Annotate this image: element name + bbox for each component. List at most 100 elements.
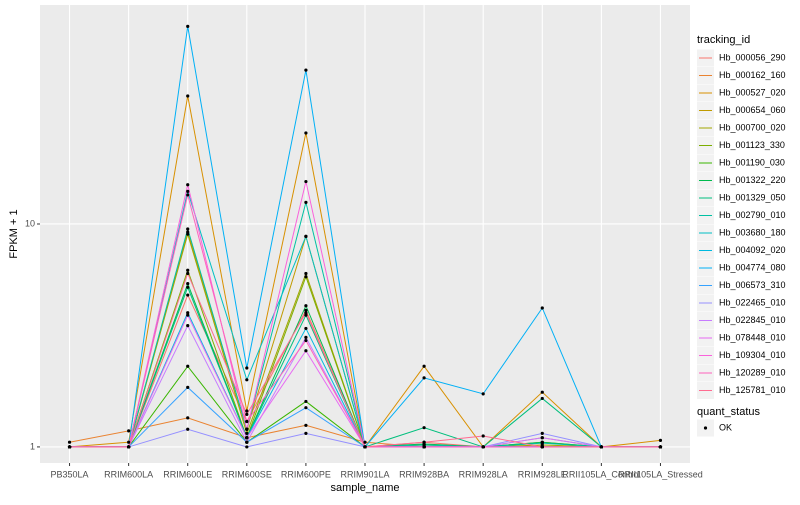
data-point: [186, 416, 190, 420]
x-tick-label: RRIM901LA: [340, 469, 389, 479]
data-point: [245, 378, 249, 382]
data-point: [304, 131, 308, 135]
data-point: [186, 293, 190, 297]
legend-label: Hb_109304_010: [719, 350, 786, 360]
x-tick-label: RRIM600LA: [104, 469, 153, 479]
data-point: [481, 434, 485, 438]
data-point: [245, 419, 249, 424]
data-point: [304, 423, 308, 427]
data-point: [422, 445, 426, 449]
data-point: [245, 431, 249, 435]
legend-label: Hb_078448_010: [719, 332, 786, 342]
data-point: [304, 313, 308, 317]
data-point: [186, 189, 190, 194]
point-legend-title: quant_status: [697, 406, 760, 418]
data-point: [304, 304, 308, 308]
y-tick-label: 10: [25, 218, 35, 228]
data-point: [186, 227, 190, 231]
data-point: [304, 431, 308, 435]
data-point: [363, 445, 367, 449]
point-legend-label: OK: [719, 422, 732, 432]
data-point: [540, 306, 544, 310]
data-point: [186, 282, 190, 286]
x-tick-label: PB350LA: [51, 469, 89, 479]
data-point: [481, 445, 485, 449]
data-point: [540, 445, 544, 449]
data-point: [422, 364, 426, 368]
data-point: [245, 440, 249, 444]
legend-label: Hb_125781_010: [719, 385, 786, 395]
data-point: [186, 311, 190, 315]
x-axis-title: sample_name: [330, 482, 399, 494]
data-point: [245, 366, 249, 370]
data-point: [540, 431, 544, 435]
legend-title: tracking_id: [697, 34, 750, 46]
data-point: [304, 335, 308, 339]
x-tick-label: RRII105LA_Control: [562, 469, 640, 479]
y-tick-label: 1: [30, 441, 35, 451]
data-point: [304, 326, 308, 331]
point-legend-swatch: [703, 426, 708, 430]
legend-label: Hb_120289_010: [719, 367, 786, 377]
data-point: [481, 392, 485, 396]
data-point: [186, 94, 190, 98]
x-tick-label: RRII105LA_Stressed: [618, 469, 703, 479]
data-point: [186, 271, 190, 276]
legend-label: Hb_000162_160: [719, 70, 786, 80]
data-point: [540, 441, 544, 445]
data-point: [186, 313, 190, 317]
legend-label: Hb_000654_060: [719, 105, 786, 115]
legend-label: Hb_002790_010: [719, 210, 786, 220]
data-point: [245, 445, 249, 449]
x-tick-label: RRIM928LA: [459, 469, 508, 479]
data-point: [304, 311, 308, 315]
legend-label: Hb_022465_010: [719, 297, 786, 307]
x-tick-label: RRIM600PE: [281, 469, 331, 479]
data-point: [186, 285, 190, 289]
data-point: [245, 427, 249, 431]
data-point: [304, 349, 308, 353]
x-tick-label: RRIM928LE: [518, 469, 567, 479]
legend-label: Hb_001322_220: [719, 175, 786, 185]
x-tick-label: RRIM600LE: [163, 469, 212, 479]
legend-label: Hb_000700_020: [719, 122, 786, 132]
data-point: [186, 183, 190, 187]
data-point: [422, 376, 426, 380]
data-point: [540, 396, 544, 401]
y-axis-title: FPKM + 1: [8, 209, 20, 258]
legend-label: Hb_000527_020: [719, 87, 786, 97]
data-point: [245, 436, 249, 440]
data-point: [186, 232, 190, 236]
data-point: [304, 399, 308, 404]
data-point: [186, 324, 190, 328]
data-point: [422, 440, 426, 444]
data-point: [245, 412, 249, 416]
data-point: [186, 24, 190, 28]
data-point: [304, 68, 308, 72]
data-point: [67, 445, 72, 449]
data-point: [186, 364, 190, 368]
data-point: [304, 179, 308, 184]
data-point: [127, 445, 131, 449]
x-tick-label: RRIM600SE: [222, 469, 272, 479]
legend-label: Hb_001190_030: [719, 157, 785, 167]
legend-label: Hb_000056_290: [719, 52, 786, 62]
data-point: [127, 429, 131, 433]
legend-label: Hb_004092_020: [719, 245, 786, 255]
legend-label: Hb_003680_180: [719, 227, 786, 237]
data-point: [658, 438, 663, 442]
data-point: [422, 426, 426, 430]
data-point: [186, 193, 190, 197]
data-point: [540, 436, 544, 440]
data-point: [304, 275, 308, 279]
legend-label: Hb_001123_330: [719, 140, 785, 150]
data-point: [599, 445, 603, 449]
data-point: [304, 338, 308, 343]
data-point: [658, 445, 663, 449]
data-point: [304, 308, 308, 312]
data-point: [304, 234, 308, 238]
legend-label: Hb_022845_010: [719, 315, 786, 325]
data-point: [304, 200, 308, 204]
data-point: [363, 440, 367, 444]
x-tick-label: RRIM928BA: [399, 469, 449, 479]
